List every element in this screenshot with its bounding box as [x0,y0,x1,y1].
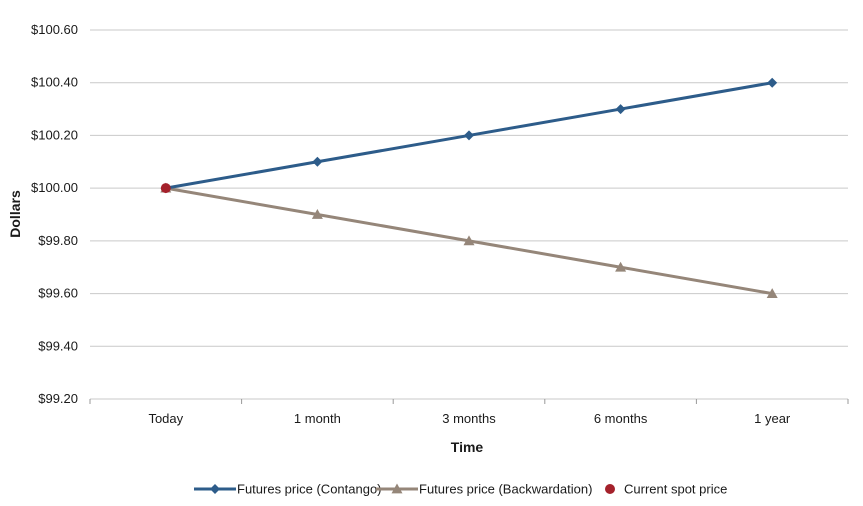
legend-marker [210,484,220,494]
legend-item: Futures price (Backwardation) [376,482,592,497]
data-point [312,156,323,167]
data-point [615,104,626,115]
y-axis-title: Dollars [7,190,23,238]
y-tick-label: $100.40 [31,75,78,90]
x-axis-tick-labels: Today 1 month 3 months 6 months 1 year [148,411,790,426]
legend-item: Current spot price [605,482,727,497]
data-point [160,183,171,194]
data-point [766,288,778,298]
y-tick-label: $100.00 [31,180,78,195]
legend-label: Futures price (Contango) [237,482,382,497]
y-tick-label: $100.60 [31,22,78,37]
series-spot-price [160,183,171,194]
x-axis-title: Time [451,439,484,455]
series-backwardation [160,182,778,298]
y-tick-label: $99.20 [38,391,78,406]
data-point [464,130,474,141]
legend-marker [605,484,615,494]
y-tick-label: $99.40 [38,338,78,353]
x-tick-label: 3 months [442,411,496,426]
x-tick-label: 6 months [594,411,648,426]
legend-label: Current spot price [624,482,727,497]
legend-item: Futures price (Contango) [194,482,382,497]
legend-marker [391,483,403,494]
y-tick-label: $100.20 [31,127,78,142]
legend: Futures price (Contango) Futures price (B… [194,482,727,497]
data-point [311,209,323,219]
x-tick-label: 1 year [754,411,791,426]
y-tick-label: $99.80 [38,233,78,248]
data-point [463,235,475,246]
data-point [767,77,778,88]
x-tick-label: Today [148,411,183,426]
data-point [615,261,627,272]
y-tick-label: $99.60 [38,286,78,301]
y-axis-tick-labels: $99.20 $99.40 $99.60 $99.80 $100.00 $100.20 $1… [31,22,78,406]
series-lines [160,77,778,298]
x-tick-label: 1 month [294,411,341,426]
legend-label: Futures price (Backwardation) [419,482,592,497]
gridlines [89,29,849,404]
